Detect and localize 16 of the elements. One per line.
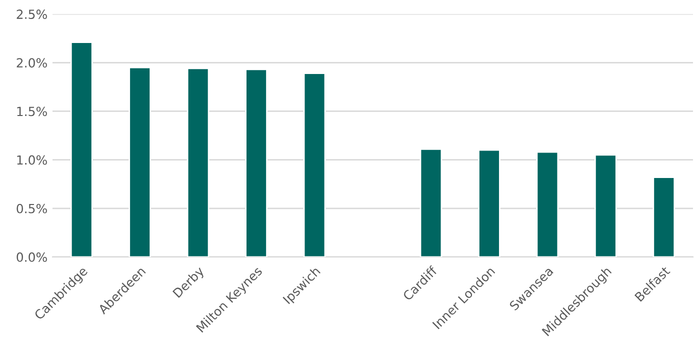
- bar: [245, 68, 268, 257]
- bar: [303, 72, 326, 257]
- y-tick-label: 1.0%: [17, 155, 47, 165]
- y-tick-label: 2.5%: [16, 10, 47, 20]
- bar: [186, 68, 210, 257]
- y-tick-label: 0.5%: [16, 204, 47, 214]
- bar: [478, 149, 500, 257]
- bar: [536, 151, 559, 257]
- y-tick-label: 1.5%: [17, 106, 47, 116]
- bar: [594, 154, 617, 257]
- bar: [128, 66, 152, 257]
- bar: [420, 148, 442, 257]
- bar: [652, 176, 676, 257]
- y-tick-label: 0.0%: [16, 252, 47, 262]
- y-tick-label: 2.0%: [16, 58, 47, 68]
- bar: [70, 42, 93, 257]
